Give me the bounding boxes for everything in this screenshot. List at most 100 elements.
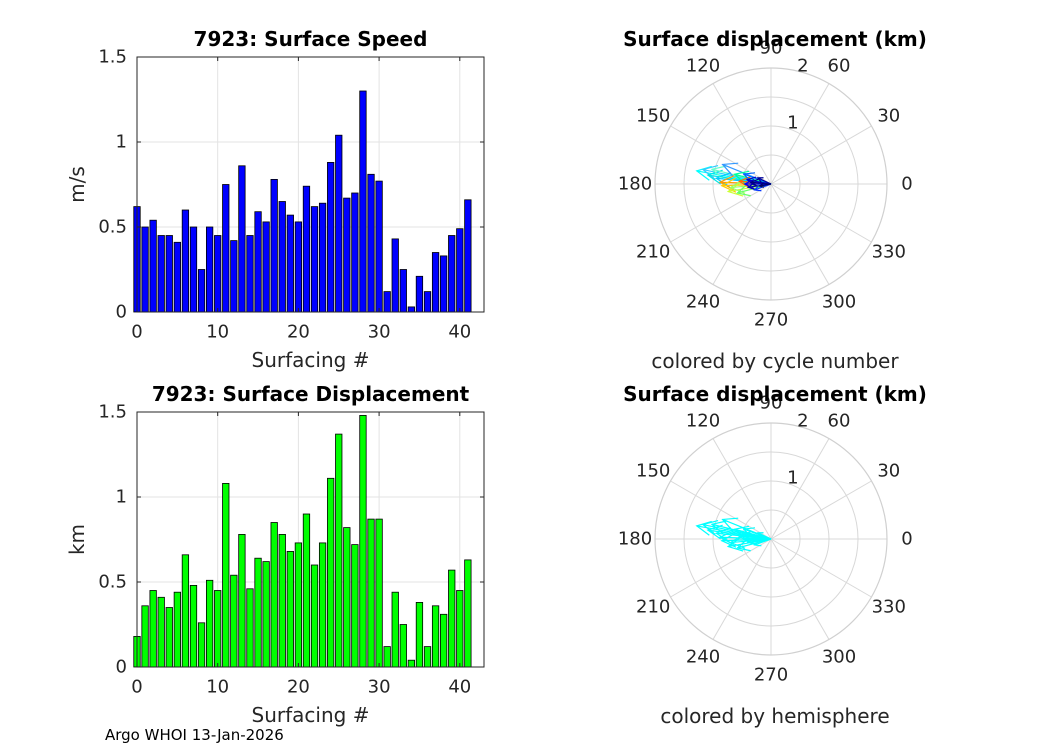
bar bbox=[407, 659, 416, 668]
bar bbox=[181, 554, 190, 668]
radial-tick-label: 1 bbox=[787, 467, 798, 488]
polar-spoke bbox=[770, 183, 872, 243]
x-tick-label: 0 bbox=[131, 322, 142, 343]
bar bbox=[343, 527, 351, 668]
bar bbox=[431, 605, 440, 668]
polar-spoke bbox=[712, 183, 772, 285]
bar bbox=[399, 269, 407, 313]
angle-label: 240 bbox=[686, 646, 720, 667]
polar-spoke bbox=[670, 480, 772, 540]
x-tick-label: 30 bbox=[368, 322, 391, 343]
bar bbox=[327, 477, 335, 668]
displacement-arrow bbox=[749, 178, 772, 187]
bar bbox=[165, 235, 173, 313]
arrow-head bbox=[706, 169, 723, 185]
polar-chart-2: 0 30 60 90 120 150 180 210 240 270 300 330 1 2 Surface… bbox=[618, 382, 927, 728]
bar bbox=[310, 206, 319, 313]
angle-label: 60 bbox=[828, 411, 851, 432]
angle-label: 180 bbox=[618, 174, 652, 195]
arrow-head bbox=[718, 530, 735, 546]
x-tick-label: 30 bbox=[368, 677, 391, 698]
bar bbox=[318, 542, 327, 668]
bar bbox=[464, 559, 472, 668]
bar bbox=[165, 607, 173, 668]
bar bbox=[391, 238, 399, 313]
angle-label: 180 bbox=[618, 529, 652, 550]
bar bbox=[262, 221, 270, 313]
plot-area bbox=[137, 412, 484, 667]
bar-chart-2: 0 10 20 30 40 0 0.5 1 1.5 7923: Surface Displacem… bbox=[65, 382, 485, 727]
bar bbox=[375, 518, 383, 668]
bar bbox=[383, 291, 391, 313]
arrow-head bbox=[710, 165, 728, 180]
chart-title: Surface displacement (km) bbox=[623, 382, 927, 406]
bar bbox=[173, 241, 181, 313]
arrow-shaft bbox=[759, 183, 772, 187]
polar-spoke bbox=[770, 125, 872, 185]
polar-spoke bbox=[770, 438, 830, 540]
bar bbox=[367, 173, 375, 313]
bar bbox=[197, 622, 206, 668]
x-axis-label: Surfacing # bbox=[252, 703, 370, 727]
arrow-head bbox=[718, 175, 735, 191]
x-tick-label: 20 bbox=[287, 322, 310, 343]
bar bbox=[415, 602, 424, 668]
x-tick-label: 10 bbox=[206, 677, 229, 698]
bar bbox=[214, 590, 222, 668]
bar bbox=[141, 226, 149, 313]
bar bbox=[448, 569, 456, 668]
polar-spoke bbox=[770, 83, 830, 185]
displacement-arrow bbox=[758, 182, 772, 188]
polar-spoke bbox=[770, 538, 830, 640]
y-tick-label: 0 bbox=[116, 657, 127, 678]
polar-spoke bbox=[670, 125, 772, 185]
angle-label: 150 bbox=[636, 106, 670, 127]
bar bbox=[302, 185, 311, 313]
bar bbox=[254, 557, 262, 668]
axes-frame bbox=[136, 411, 485, 668]
bar bbox=[351, 192, 359, 313]
bar bbox=[375, 180, 383, 313]
bar bbox=[327, 161, 335, 313]
bar bbox=[343, 197, 351, 313]
radial-tick-label: 2 bbox=[797, 410, 808, 431]
arrow-head bbox=[729, 178, 746, 194]
bar bbox=[173, 591, 181, 668]
bar bbox=[391, 591, 399, 668]
chart-title: Surface displacement (km) bbox=[623, 27, 927, 51]
bar bbox=[423, 291, 432, 313]
x-tick-label: 40 bbox=[448, 677, 471, 698]
bar bbox=[246, 235, 254, 313]
x-axis-label: Surfacing # bbox=[252, 348, 370, 372]
arrow-head bbox=[736, 183, 751, 197]
bar bbox=[351, 544, 359, 668]
arrow-head bbox=[721, 517, 739, 532]
chart-caption: colored by cycle number bbox=[651, 349, 899, 373]
polar-outer-ring bbox=[654, 67, 888, 301]
y-tick-label: 0.5 bbox=[98, 217, 127, 238]
axes-frame bbox=[136, 56, 485, 313]
polar-spoke bbox=[770, 538, 872, 598]
x-tick-label: 20 bbox=[287, 677, 310, 698]
radial-tick-label: 1 bbox=[787, 112, 798, 133]
polar-spoke bbox=[712, 438, 772, 540]
polar-spoke bbox=[670, 183, 772, 243]
angle-label: 30 bbox=[877, 461, 900, 482]
angle-label: 240 bbox=[686, 291, 720, 312]
polar-spoke bbox=[770, 480, 872, 540]
arrow-head bbox=[726, 536, 744, 552]
chart-title: 7923: Surface Displacement bbox=[152, 382, 470, 406]
bar bbox=[440, 613, 448, 668]
angle-label: 210 bbox=[636, 242, 670, 263]
x-tick-label: 10 bbox=[206, 322, 229, 343]
angle-label: 120 bbox=[686, 56, 720, 77]
x-tick-label: 0 bbox=[131, 677, 142, 698]
arrow-head bbox=[753, 184, 762, 192]
arrow-head bbox=[729, 533, 746, 549]
bar bbox=[367, 518, 375, 668]
angle-label: 0 bbox=[901, 174, 912, 195]
arrow-head bbox=[756, 532, 764, 538]
angle-label: 120 bbox=[686, 411, 720, 432]
bar bbox=[359, 90, 367, 313]
bar bbox=[149, 590, 157, 668]
